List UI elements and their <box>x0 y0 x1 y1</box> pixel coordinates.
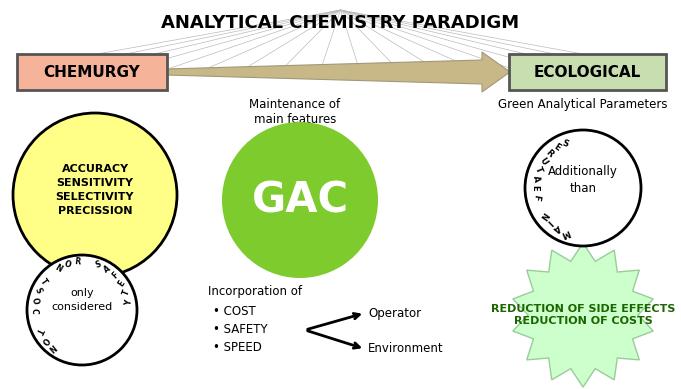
Text: F: F <box>531 194 541 201</box>
Circle shape <box>13 113 177 277</box>
Text: T: T <box>33 326 44 335</box>
Text: T: T <box>121 288 132 297</box>
Text: O: O <box>30 297 40 305</box>
Polygon shape <box>513 243 653 387</box>
Text: S: S <box>33 287 43 295</box>
FancyBboxPatch shape <box>509 54 666 90</box>
Text: R: R <box>74 258 81 267</box>
Text: N: N <box>53 263 63 274</box>
Text: Maintenance of
main features: Maintenance of main features <box>249 98 340 126</box>
Text: C: C <box>29 308 39 314</box>
Text: Additionally
than: Additionally than <box>548 165 618 195</box>
Text: E: E <box>530 185 539 191</box>
Text: T: T <box>38 277 48 287</box>
Text: ACCURACY
SENSITIVITY
SELECTIVITY
PRECISSION: ACCURACY SENSITIVITY SELECTIVITY PRECISS… <box>56 164 134 216</box>
Text: REDUCTION OF SIDE EFFECTS
REDUCTION OF COSTS: REDUCTION OF SIDE EFFECTS REDUCTION OF C… <box>491 304 675 326</box>
Text: R: R <box>544 148 555 159</box>
Text: • COST: • COST <box>213 305 256 318</box>
Text: N: N <box>537 210 549 221</box>
Circle shape <box>27 255 137 365</box>
Text: Green Analytical Parameters: Green Analytical Parameters <box>498 98 668 111</box>
Text: E: E <box>116 279 127 288</box>
Text: A: A <box>531 174 541 182</box>
Text: CHEMURGY: CHEMURGY <box>44 65 140 79</box>
Text: Environment: Environment <box>368 342 443 356</box>
Text: ANALYTICAL CHEMISTRY PARADIGM: ANALYTICAL CHEMISTRY PARADIGM <box>161 14 520 32</box>
Text: A: A <box>102 264 112 275</box>
Circle shape <box>222 122 378 278</box>
Text: M: M <box>560 227 571 238</box>
Text: O: O <box>39 334 50 345</box>
Text: I: I <box>545 218 554 226</box>
Text: GAC: GAC <box>251 179 349 221</box>
Text: ECOLOGICAL: ECOLOGICAL <box>534 65 641 79</box>
Text: T: T <box>533 165 544 174</box>
Text: Incorporation of: Incorporation of <box>208 285 302 298</box>
Text: Operator: Operator <box>368 307 421 319</box>
Text: Y: Y <box>125 299 134 306</box>
Polygon shape <box>166 52 510 92</box>
Text: S: S <box>561 138 570 149</box>
Text: • SAFETY: • SAFETY <box>213 323 268 336</box>
FancyBboxPatch shape <box>17 54 167 90</box>
Circle shape <box>525 130 641 246</box>
Text: • SPEED: • SPEED <box>213 341 262 354</box>
Text: N: N <box>46 342 57 352</box>
Text: O: O <box>63 259 72 270</box>
Text: U: U <box>538 156 549 166</box>
Text: S: S <box>94 259 102 270</box>
Text: A: A <box>552 223 562 234</box>
Text: only
considered: only considered <box>51 288 112 312</box>
Text: E: E <box>552 142 562 153</box>
Text: F: F <box>110 270 121 280</box>
